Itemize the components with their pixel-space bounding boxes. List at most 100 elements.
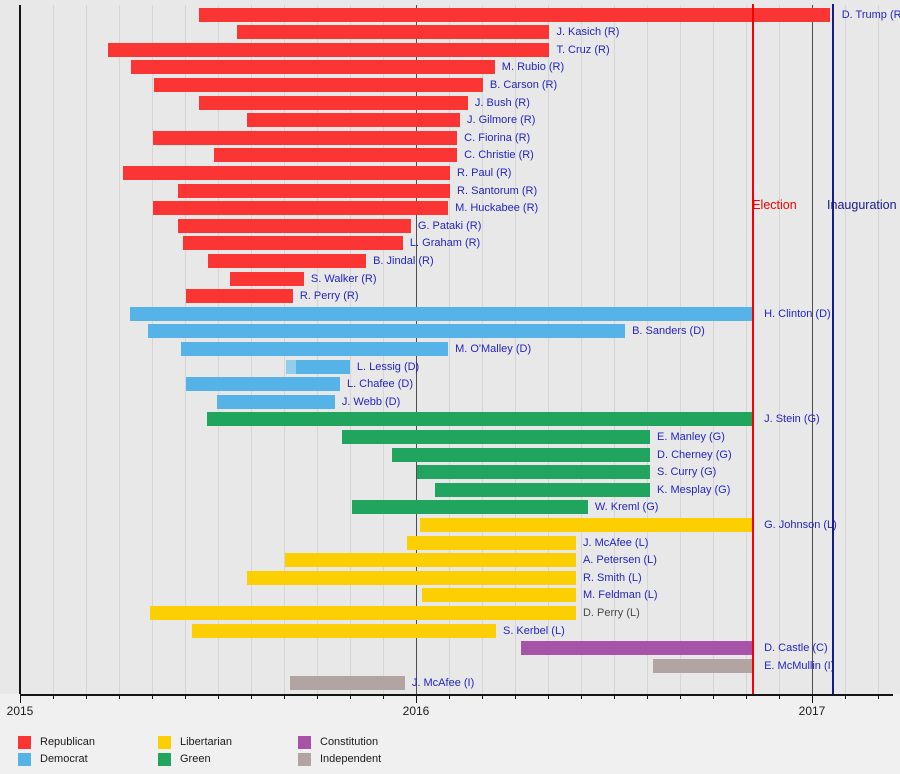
candidate-label: A. Petersen (L) — [582, 554, 657, 567]
legend-label: Independent — [320, 753, 382, 765]
gridline-month — [878, 5, 879, 694]
axis-tick-month — [845, 695, 846, 699]
candidate-label: R. Perry (R) — [299, 290, 359, 303]
candidate-bar — [191, 623, 496, 638]
candidate-label: C. Fiorina (R) — [464, 131, 531, 144]
plot-area: D. Trump (R) J. Kasich (R) T. Cruz (R) M. R… — [19, 4, 900, 694]
candidate-label: E. McMullin (I) — [764, 659, 835, 672]
axis-tick-month — [614, 695, 615, 699]
gridline-month — [515, 5, 516, 694]
candidate-bar — [208, 253, 367, 268]
axis-tick-month — [713, 695, 714, 699]
candidate-bar — [652, 658, 754, 673]
candidate-label: R. Paul (R) — [457, 166, 512, 179]
candidate-label: D. Trump (R) — [841, 8, 900, 21]
candidate-bar — [290, 676, 405, 691]
candidate-bar — [237, 25, 550, 40]
candidate-label: B. Jindal (R) — [373, 254, 434, 267]
axis-tick-month — [119, 695, 120, 699]
candidate-bar — [147, 324, 626, 339]
legend: Republican Democrat Libertarian Green Consti… — [0, 728, 900, 774]
candidate-bar — [520, 641, 754, 656]
candidate-bar — [214, 148, 458, 163]
legend-label: Constitution — [320, 736, 379, 748]
candidate-label: R. Smith (L) — [582, 571, 642, 584]
candidate-label: S. Curry (G) — [657, 466, 717, 479]
candidate-bar — [216, 394, 335, 409]
election-line — [752, 4, 755, 694]
axis-tick-month — [218, 695, 219, 699]
legend-swatch-democrat — [18, 753, 31, 766]
axis-tick-month — [317, 695, 318, 699]
candidate-bar — [435, 482, 651, 497]
candidate-bar — [419, 517, 754, 532]
candidate-label: G. Pataki (R) — [417, 219, 482, 232]
gridline-month — [152, 5, 153, 694]
candidate-label: J. Stein (G) — [764, 413, 820, 426]
axis-tick-month — [152, 695, 153, 699]
axis-tick-month — [449, 695, 450, 699]
candidate-label: J. McAfee (I) — [411, 677, 475, 690]
axis-tick-month — [86, 695, 87, 699]
gridline-month — [779, 5, 780, 694]
candidate-bar — [198, 7, 830, 22]
candidate-bar — [185, 377, 340, 392]
candidate-label: B. Carson (R) — [489, 78, 558, 91]
candidate-bar — [198, 95, 468, 110]
candidate-bar — [107, 42, 550, 57]
axis-tick-month — [878, 695, 879, 699]
candidate-bar — [284, 553, 576, 568]
candidate-bar — [153, 201, 449, 216]
legend-swatch-republican — [18, 736, 31, 749]
candidate-bar — [206, 412, 754, 427]
election-label: Election — [752, 198, 797, 212]
candidate-label: J. McAfee (L) — [582, 536, 649, 549]
gridline-month — [845, 5, 846, 694]
inauguration-label: Inauguration — [827, 198, 897, 212]
candidate-label: D. Castle (C) — [764, 642, 828, 655]
candidate-bar — [406, 535, 576, 550]
legend-swatch-libertarian — [158, 736, 171, 749]
candidate-bar — [178, 183, 451, 198]
axis-tick-month — [515, 695, 516, 699]
candidate-label: D. Perry (L) — [582, 606, 640, 619]
candidate-label: T. Cruz (R) — [556, 43, 610, 56]
candidate-label: W. Kreml (G) — [594, 501, 659, 514]
axis-tick-month — [680, 695, 681, 699]
candidate-label: K. Mesplay (G) — [657, 483, 731, 496]
candidate-bar — [130, 60, 495, 75]
candidate-label: M. Rubio (R) — [501, 61, 565, 74]
axis-tick-year — [416, 695, 417, 703]
candidate-bar — [246, 570, 576, 585]
candidate-bar — [341, 429, 651, 444]
axis-tick-month — [350, 695, 351, 699]
candidate-bar — [421, 588, 576, 603]
candidate-bar — [130, 306, 754, 321]
axis-tick-month — [251, 695, 252, 699]
candidate-bar-light-segment — [286, 359, 296, 374]
gridline-month — [581, 5, 582, 694]
gridline-month — [53, 5, 54, 694]
axis-year-label: 2017 — [798, 704, 826, 718]
candidate-label: D. Cherney (G) — [657, 448, 732, 461]
candidate-bar — [185, 289, 293, 304]
gridline-month — [713, 5, 714, 694]
candidate-bar — [181, 341, 449, 356]
candidate-label: J. Bush (R) — [474, 96, 530, 109]
gridline-month — [449, 5, 450, 694]
candidate-label: C. Christie (R) — [464, 149, 534, 162]
candidate-bar — [178, 218, 411, 233]
axis-tick-year — [20, 695, 21, 703]
gridline-month — [548, 5, 549, 694]
candidate-bar — [391, 447, 651, 462]
candidate-label: G. Johnson (L) — [764, 518, 837, 531]
candidate-bar — [153, 130, 458, 145]
axis-tick-month — [185, 695, 186, 699]
candidate-label: H. Clinton (D) — [764, 307, 831, 320]
candidate-bar — [351, 500, 588, 515]
gridline-year — [812, 5, 813, 694]
axis-tick-month — [746, 695, 747, 699]
gridline-month — [614, 5, 615, 694]
axis-tick-month — [548, 695, 549, 699]
